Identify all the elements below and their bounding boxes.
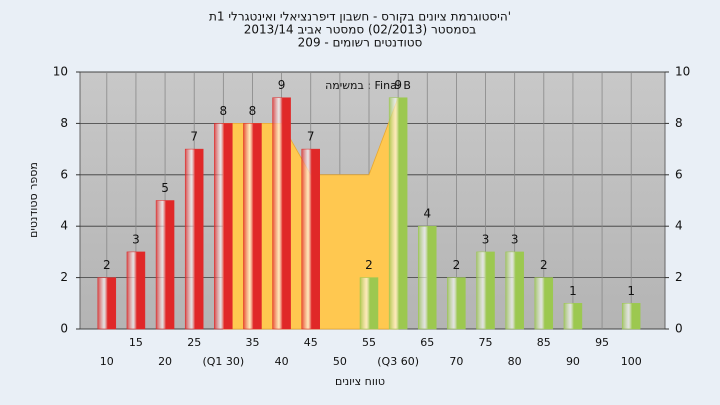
value-label: 1 xyxy=(569,284,577,298)
y2-tick-label: 0 xyxy=(675,322,683,336)
x-tick-label: 40 xyxy=(275,355,289,368)
value-label: 9 xyxy=(394,78,402,92)
value-label: 2 xyxy=(103,258,111,272)
x-tick-label: 80 xyxy=(508,355,522,368)
y-axis-label: מספר סטודנטים xyxy=(27,162,40,238)
value-label: 7 xyxy=(190,130,198,144)
value-label: 3 xyxy=(511,232,519,246)
bar xyxy=(301,148,320,330)
bar xyxy=(505,251,524,330)
bar xyxy=(126,251,146,330)
x-tick-label: 70 xyxy=(449,355,463,368)
x-tick-label: 15 xyxy=(129,336,143,349)
x-tick-label: 65 xyxy=(420,336,434,349)
x-tick-label: 95 xyxy=(595,336,609,349)
value-label: 3 xyxy=(132,232,140,246)
value-label: 3 xyxy=(482,232,490,246)
value-label: 5 xyxy=(161,181,169,195)
x-tick-label: 55 xyxy=(362,336,376,349)
x-tick-label: 90 xyxy=(566,355,580,368)
y-tick-label: 6 xyxy=(60,167,68,181)
y-tick-label: 8 xyxy=(60,116,68,130)
bar xyxy=(272,97,291,330)
value-label: 9 xyxy=(278,78,286,92)
bar xyxy=(563,303,583,330)
value-label: 2 xyxy=(540,258,548,272)
value-label: 2 xyxy=(453,258,461,272)
bar xyxy=(184,148,204,330)
x-tick-label: 50 xyxy=(333,355,347,368)
y-tick-label: 4 xyxy=(60,219,68,233)
bar xyxy=(359,277,379,330)
value-label: 7 xyxy=(307,130,315,144)
value-label: 8 xyxy=(220,104,228,118)
y-tick-label: 2 xyxy=(60,270,68,284)
bar xyxy=(243,123,262,330)
chart-subtitle: בסמסטר (02/2013) סמסטר אביב 2013/14 xyxy=(244,23,476,37)
bar xyxy=(534,277,554,330)
x-tick-label: 35 xyxy=(245,336,259,349)
y2-tick-label: 8 xyxy=(675,116,683,130)
bar xyxy=(388,97,408,330)
x-tick-label: 25 xyxy=(187,336,201,349)
bar xyxy=(447,277,466,330)
y2-tick-label: 6 xyxy=(675,167,683,181)
bar xyxy=(418,225,437,330)
chart-title: 'היסטוגרמת ציונים בקורס - חשבון דיפרנציא… xyxy=(209,10,511,24)
x-tick-label: 20 xyxy=(158,355,172,368)
x-tick-label: 45 xyxy=(304,336,318,349)
x-tick-label: 100 xyxy=(621,355,642,368)
y2-tick-label: 2 xyxy=(675,270,683,284)
x-tick-label: (Q3 60) xyxy=(377,355,419,368)
x-tick-label: (Q1 30) xyxy=(202,355,244,368)
y2-tick-label: 4 xyxy=(675,219,683,233)
y2-tick-label: 10 xyxy=(675,65,690,79)
y-tick-label: 0 xyxy=(60,322,68,336)
x-tick-label: 75 xyxy=(479,336,493,349)
x-tick-label: 85 xyxy=(537,336,551,349)
y-tick-label: 10 xyxy=(53,65,68,79)
x-tick-label: 10 xyxy=(100,355,114,368)
bar xyxy=(621,303,641,330)
bar xyxy=(214,123,233,330)
bar xyxy=(155,200,175,330)
annotation: במשימה : Final B xyxy=(325,79,411,92)
value-label: 2 xyxy=(365,258,373,272)
value-label: 1 xyxy=(627,284,635,298)
bar xyxy=(97,277,117,330)
value-label: 4 xyxy=(423,207,431,221)
bar xyxy=(476,251,495,330)
x-axis-label: טווח ציונים xyxy=(335,375,385,388)
value-label: 8 xyxy=(249,104,257,118)
chart-subtitle: סטודנטים רשומים - 209 xyxy=(298,36,423,50)
